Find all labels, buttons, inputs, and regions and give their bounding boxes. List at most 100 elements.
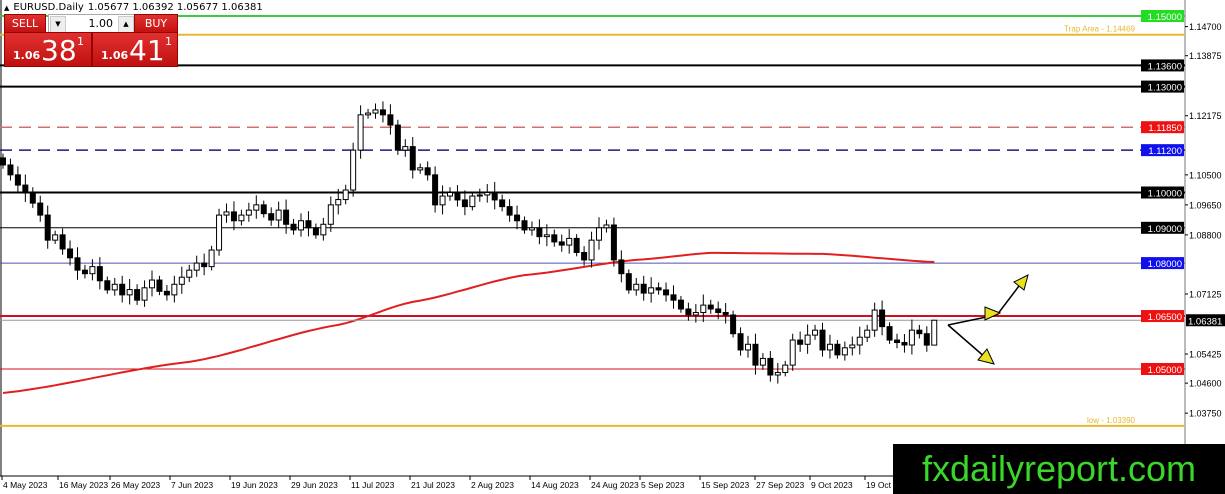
candle xyxy=(528,221,535,236)
x-tick-label: 16 May 2023 xyxy=(59,480,108,490)
candle-body xyxy=(663,289,670,296)
candle xyxy=(856,326,863,355)
candle-body xyxy=(685,308,692,316)
candle xyxy=(454,185,461,207)
candle xyxy=(596,217,602,250)
candle-body xyxy=(186,269,193,278)
candle-body xyxy=(283,209,290,225)
candle-body xyxy=(514,214,521,222)
level-label: 1.06500 xyxy=(1148,312,1182,323)
y-tick-label: 1.10500 xyxy=(1189,170,1222,180)
candle-body xyxy=(59,234,66,250)
candle xyxy=(916,324,923,339)
candle-body xyxy=(104,280,111,291)
sell-price-button[interactable]: 1.06 38 1 xyxy=(4,32,92,67)
candle xyxy=(759,353,766,370)
candle-body xyxy=(588,239,595,261)
level-text: Trap Area - 1.14469 xyxy=(1064,25,1135,34)
candle xyxy=(931,319,938,346)
level-label: 1.09000 xyxy=(1148,224,1182,235)
scenario-down-line xyxy=(947,324,987,359)
buy-price-fraction: 1 xyxy=(165,35,172,48)
x-tick-label: 11 Jul 2023 xyxy=(351,480,395,490)
candle-body xyxy=(543,234,550,238)
candle-body xyxy=(0,157,6,166)
candle-body xyxy=(74,257,81,271)
candle-body xyxy=(134,289,141,301)
candle-body xyxy=(677,299,684,310)
x-tick-label: 15 Sep 2023 xyxy=(701,480,749,490)
candle-body xyxy=(551,234,558,243)
candle xyxy=(372,103,379,119)
candle xyxy=(461,190,468,216)
level-badge xyxy=(1141,144,1184,157)
candle-body xyxy=(208,249,215,268)
candle-body xyxy=(260,204,267,215)
candle-body xyxy=(737,333,744,351)
one-click-trading-panel: SELL ▼ 1.00 ▲ BUY 1.06 38 1 1.06 41 1 xyxy=(4,14,178,67)
candle xyxy=(119,275,126,303)
candle-body xyxy=(230,211,237,222)
candle-body xyxy=(476,194,483,197)
candle-body xyxy=(119,283,126,296)
candle xyxy=(447,187,453,201)
candle-body xyxy=(238,214,245,222)
candle xyxy=(573,234,580,257)
candle xyxy=(379,101,386,123)
sell-price-prefix: 1.06 xyxy=(13,49,41,62)
y-tick-label: 1.08800 xyxy=(1189,230,1222,240)
collapse-triangle-icon[interactable]: ▲ xyxy=(4,3,10,12)
level-badge xyxy=(1141,121,1184,134)
candle-body xyxy=(484,192,491,196)
up-arrow-icon xyxy=(1013,274,1029,291)
candle-body xyxy=(536,227,543,238)
increase-lot-icon[interactable]: ▲ xyxy=(118,16,134,33)
candle xyxy=(216,208,223,256)
candle-body xyxy=(156,279,163,292)
candle xyxy=(81,264,88,279)
candle xyxy=(655,282,662,295)
sell-button[interactable]: SELL xyxy=(4,14,46,34)
watermark-logo: fxdailyreport.com xyxy=(893,444,1225,494)
candle-body xyxy=(655,287,662,291)
candle xyxy=(499,194,506,212)
candle-body xyxy=(886,326,893,341)
candle xyxy=(707,299,714,314)
candle xyxy=(677,295,684,313)
candle xyxy=(327,196,334,232)
candle xyxy=(752,333,759,375)
candle-body xyxy=(402,146,409,151)
candle xyxy=(692,304,699,323)
candle-body xyxy=(81,269,88,275)
x-tick-label: 2 Aug 2023 xyxy=(471,480,514,490)
candle-body xyxy=(707,304,714,310)
buy-button[interactable]: BUY xyxy=(134,14,178,34)
candle-body xyxy=(640,283,647,294)
candle xyxy=(834,340,841,359)
candle xyxy=(663,282,670,302)
candle xyxy=(610,217,617,267)
x-tick-label: 21 Jul 2023 xyxy=(411,480,455,490)
candle-body xyxy=(447,192,453,197)
lot-value[interactable]: 1.00 xyxy=(88,17,114,30)
buy-price-pips: 41 xyxy=(129,34,165,67)
lot-size-input[interactable]: ▼ 1.00 ▲ xyxy=(48,14,136,34)
x-tick-label: 19 Oct xyxy=(866,480,892,490)
candle xyxy=(342,184,349,205)
buy-price-button[interactable]: 1.06 41 1 xyxy=(92,32,178,67)
candle-body xyxy=(931,319,938,346)
candle-body xyxy=(409,146,416,171)
x-tick-label: 9 Oct 2023 xyxy=(811,480,853,490)
candle xyxy=(312,223,319,239)
decrease-lot-icon[interactable]: ▼ xyxy=(50,16,66,33)
candle xyxy=(134,284,141,305)
candle xyxy=(864,324,871,342)
candle-body xyxy=(670,294,677,301)
candle xyxy=(566,228,573,254)
candle xyxy=(521,216,528,234)
candle xyxy=(357,105,364,159)
candle xyxy=(849,336,856,356)
candle xyxy=(476,188,483,202)
candle xyxy=(0,153,6,169)
